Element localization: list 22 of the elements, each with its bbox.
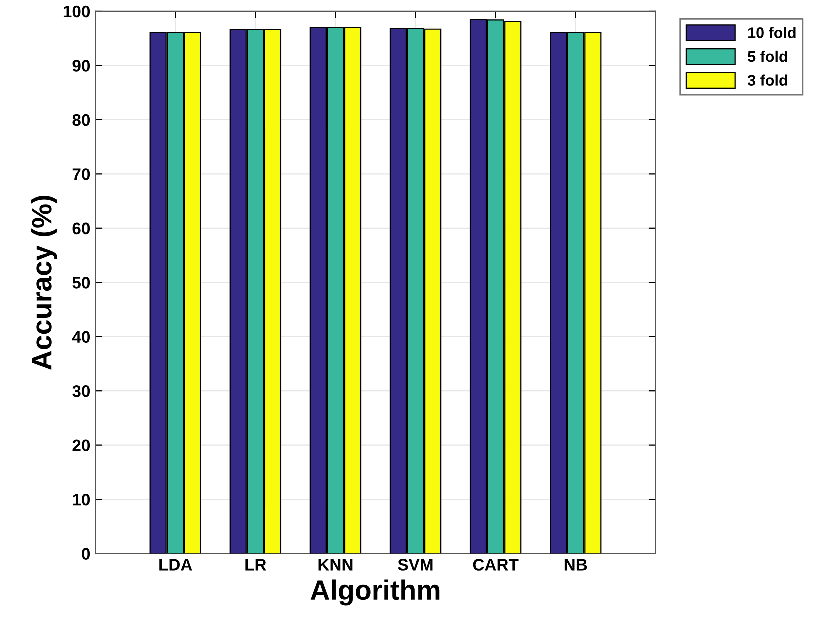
x-tick-label: LR <box>246 559 266 571</box>
y-tick-label: 40 <box>72 331 90 344</box>
y-tick-label: 10 <box>73 494 90 506</box>
x-tick-label: SVM <box>398 559 433 571</box>
y-tick-label: 70 <box>72 168 90 180</box>
x-tick-label: LDA <box>160 559 192 571</box>
x-tick-label: CART <box>473 559 519 571</box>
legend-label: 3 fold <box>748 74 788 86</box>
x-axis-title: Algorithm <box>310 580 440 606</box>
legend-label: 10 fold <box>748 27 796 38</box>
y-tick-label: 80 <box>72 114 90 126</box>
y-axis-title: Accuracy (%) <box>31 196 58 370</box>
y-tick-label: 30 <box>72 385 90 398</box>
y-tick-label: 60 <box>72 222 90 235</box>
y-tick-label: 50 <box>72 277 90 289</box>
x-tick-label: NB <box>564 559 588 571</box>
y-tick-label: 90 <box>72 60 90 72</box>
y-tick-label: 20 <box>72 440 90 452</box>
y-tick-label: 0 <box>82 548 90 560</box>
legend-label: 5 fold <box>748 50 788 62</box>
y-tick-label: 100 <box>64 6 90 18</box>
x-tick-label: KNN <box>318 559 353 571</box>
